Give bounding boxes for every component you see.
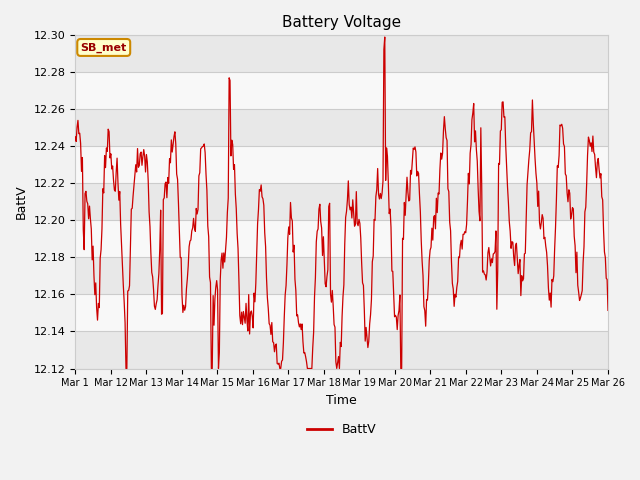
Bar bbox=[76, 257, 608, 294]
Bar bbox=[76, 109, 608, 146]
X-axis label: Time: Time bbox=[326, 394, 357, 407]
Bar bbox=[76, 183, 608, 220]
Bar bbox=[76, 146, 608, 183]
Bar bbox=[76, 36, 608, 72]
Text: SB_met: SB_met bbox=[81, 42, 127, 53]
Title: Battery Voltage: Battery Voltage bbox=[282, 15, 401, 30]
Legend: BattV: BattV bbox=[302, 418, 381, 441]
Bar bbox=[76, 220, 608, 257]
Y-axis label: BattV: BattV bbox=[15, 185, 28, 219]
Bar bbox=[76, 294, 608, 332]
Bar bbox=[76, 72, 608, 109]
Bar bbox=[76, 332, 608, 369]
